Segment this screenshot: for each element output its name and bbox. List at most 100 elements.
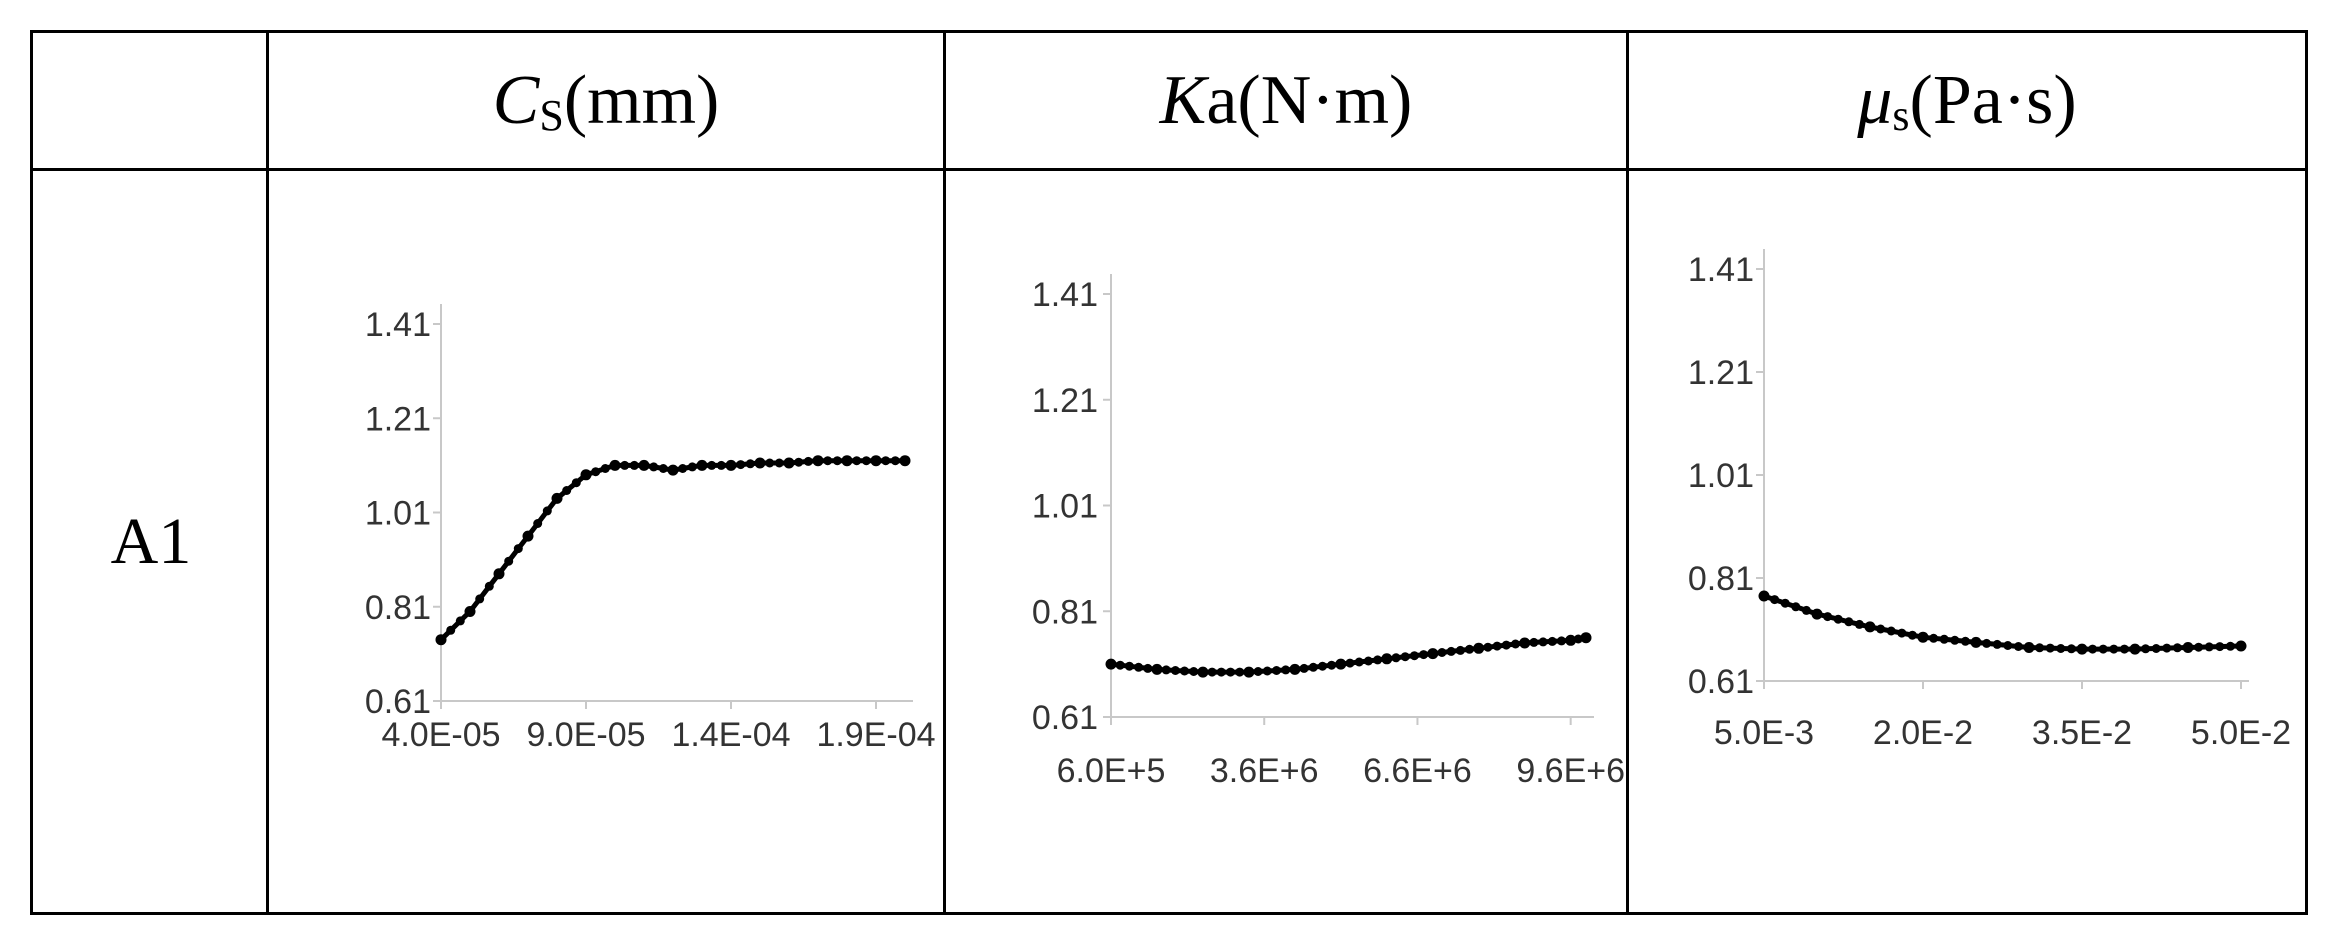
chart-cell-cs: 0.61 0.81 1.01 1.21 1.41 4.0E-05 9.0E-05 1.4E-0… <box>269 174 943 912</box>
x-tick-label: 5.0E-2 <box>2191 714 2291 752</box>
series-marker <box>1226 667 1235 677</box>
series-marker <box>1327 660 1337 670</box>
series-marker <box>1557 636 1566 646</box>
series-marker <box>455 616 465 626</box>
series-marker <box>2141 644 2151 654</box>
data-point <box>1970 636 1982 648</box>
header-sub-cs: S <box>539 90 564 140</box>
series-marker <box>1897 628 1907 638</box>
series-marker <box>1262 666 1272 676</box>
header-sub-mus: s <box>1892 90 1910 140</box>
data-point <box>667 464 679 476</box>
series-marker <box>736 460 746 470</box>
data-point <box>1864 621 1876 633</box>
data-point <box>464 606 476 617</box>
series-marker <box>600 464 610 473</box>
data-point <box>551 492 563 504</box>
series-marker <box>774 458 784 468</box>
series-marker <box>1939 634 1949 644</box>
data-point <box>1151 663 1163 675</box>
series-line <box>439 458 905 642</box>
data-point <box>841 455 853 467</box>
data-point <box>1105 658 1117 670</box>
series-marker <box>475 594 485 604</box>
series-marker <box>1511 639 1520 649</box>
data-point <box>696 459 708 471</box>
series-marker <box>1538 637 1548 647</box>
data-point <box>1758 590 1770 602</box>
series-marker <box>562 486 572 495</box>
header-var-cs: C <box>492 62 540 139</box>
header-unit-ka: a(N·m) <box>1206 62 1413 139</box>
chart-cell-mus: 0.61 0.81 1.01 1.21 1.41 5.0E-3 2.0E-2 3.5E-2 5.… <box>1629 174 2305 912</box>
data-point <box>1381 653 1393 665</box>
series-marker <box>1363 656 1373 666</box>
data-point <box>783 457 795 469</box>
series-marker <box>1854 619 1864 629</box>
data-point <box>1565 634 1577 646</box>
header-var-ka: K <box>1159 62 1207 139</box>
x-tick-label: 5.0E-3 <box>1714 714 1814 752</box>
data-point <box>2076 643 2088 655</box>
series-marker <box>832 456 842 466</box>
series-marker <box>1455 645 1465 655</box>
series-marker <box>2151 644 2161 653</box>
series-marker <box>1409 651 1419 661</box>
series-marker <box>1170 666 1180 675</box>
series-marker <box>1124 661 1134 671</box>
series-marker <box>1299 663 1309 673</box>
series-marker <box>1529 637 1539 647</box>
x-tick-label: 1.4E-04 <box>671 716 790 754</box>
series-marker <box>629 460 639 470</box>
series-marker <box>823 456 833 466</box>
series-marker <box>1373 655 1383 665</box>
x-tick-label: 2.0E-2 <box>1873 714 1973 752</box>
series-marker <box>1207 667 1217 677</box>
series-marker <box>1844 617 1854 627</box>
series-marker <box>2045 643 2055 653</box>
series-marker <box>1929 633 1939 643</box>
series-marker <box>2098 644 2108 654</box>
data-point <box>1519 637 1531 649</box>
series-marker <box>1780 598 1790 608</box>
x-tick-label: 9.0E-05 <box>526 716 645 754</box>
y-tick-label: 0.81 <box>1032 593 1098 631</box>
y-tick-label: 1.21 <box>365 400 431 438</box>
y-tick-label: 1.21 <box>1032 382 1098 420</box>
data-point <box>1811 608 1823 620</box>
series-marker <box>658 464 668 473</box>
x-tick-label: 1.9E-04 <box>816 716 935 754</box>
series-marker <box>1189 667 1199 676</box>
series-marker <box>484 581 494 591</box>
header-cell-cs: C S (mm) <box>269 33 943 169</box>
series-marker <box>1982 638 1992 648</box>
col-divider-1 <box>266 33 269 912</box>
col-divider-2 <box>943 33 946 912</box>
series-marker <box>1823 612 1833 622</box>
series-marker <box>2003 641 2013 650</box>
series-marker <box>1253 667 1263 676</box>
chart-mus: 0.61 0.81 1.01 1.21 1.41 5.0E-3 2.0E-2 3.5E-2 5.… <box>1688 249 2291 752</box>
series-marker <box>1143 663 1153 673</box>
series-marker <box>649 462 659 472</box>
series-marker <box>1876 624 1886 634</box>
series-marker <box>1308 662 1318 672</box>
series-marker <box>1281 665 1291 675</box>
series-marker <box>1400 652 1410 662</box>
series-marker <box>1419 650 1429 660</box>
data-point <box>435 634 447 646</box>
series-marker <box>1492 641 1502 651</box>
series-marker <box>1801 605 1811 615</box>
series-marker <box>1134 662 1144 672</box>
series-marker <box>1791 602 1801 612</box>
series-marker <box>1437 648 1447 657</box>
series-marker <box>2194 642 2204 652</box>
series-marker <box>571 478 581 488</box>
data-point <box>609 459 621 471</box>
y-tick-label: 1.01 <box>1032 488 1098 526</box>
data-point <box>1427 648 1439 660</box>
series-marker <box>1354 657 1364 667</box>
y-tick-label: 1.41 <box>1688 251 1754 289</box>
series-marker <box>687 462 697 472</box>
series-marker <box>1446 646 1456 656</box>
